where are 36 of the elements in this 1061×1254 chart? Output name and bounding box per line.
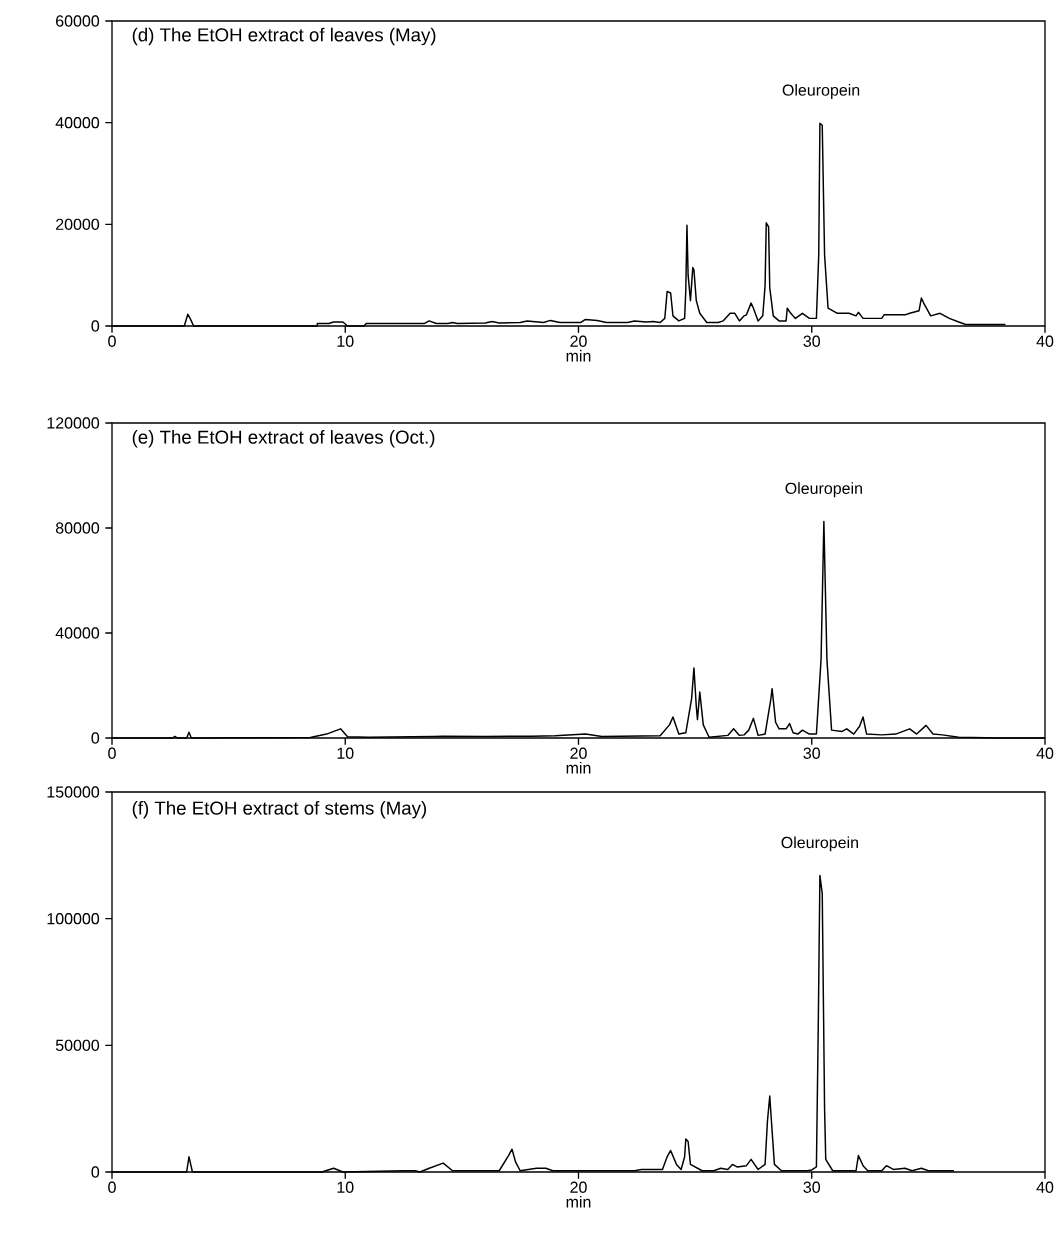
- x-tick-label: 10: [337, 747, 354, 759]
- annotation: Oleuropein: [781, 836, 858, 852]
- chart-title: (d) The EtOH extract of leaves (May): [132, 27, 436, 46]
- x-tick-label: 20: [570, 1181, 587, 1193]
- chart-title: (f) The EtOH extract of stems (May): [132, 801, 427, 819]
- chart-title: (e) The EtOH extract of leaves (Oct.): [132, 430, 435, 448]
- y-tick-label: 60000: [56, 15, 100, 27]
- x-axis-title: min: [566, 349, 591, 362]
- x-tick-label: 40: [1036, 1181, 1054, 1193]
- y-tick-label: 0: [91, 1166, 100, 1178]
- y-tick-label: 40000: [55, 627, 100, 639]
- x-tick-label: 30: [803, 1181, 821, 1193]
- y-tick-label: 150000: [47, 786, 100, 798]
- x-tick-label: 10: [337, 335, 354, 347]
- x-tick-label: 10: [337, 1181, 354, 1193]
- y-tick-label: 40000: [55, 117, 100, 129]
- x-tick-label: 0: [108, 747, 116, 759]
- y-tick-label: 0: [91, 320, 100, 332]
- y-tick-label: 0: [91, 732, 100, 744]
- x-tick-label: 20: [570, 747, 587, 759]
- x-tick-label: 30: [803, 335, 821, 347]
- y-tick-label: 20000: [56, 218, 100, 230]
- y-tick-label: 100000: [47, 913, 100, 925]
- annotation: Oleuropein: [782, 84, 860, 99]
- x-axis-title: min: [566, 761, 591, 774]
- x-tick-label: 40: [1036, 335, 1054, 347]
- y-tick-label: 80000: [55, 522, 100, 534]
- y-tick-label: 120000: [47, 417, 100, 429]
- x-tick-label: 40: [1036, 747, 1054, 759]
- y-tick-label: 50000: [55, 1039, 100, 1051]
- annotation: Oleuropein: [785, 482, 862, 498]
- x-tick-label: 30: [803, 747, 821, 759]
- x-axis-title: min: [566, 1195, 591, 1208]
- x-tick-label: 0: [108, 1181, 116, 1193]
- x-tick-label: 0: [108, 335, 116, 347]
- x-tick-label: 20: [570, 335, 587, 347]
